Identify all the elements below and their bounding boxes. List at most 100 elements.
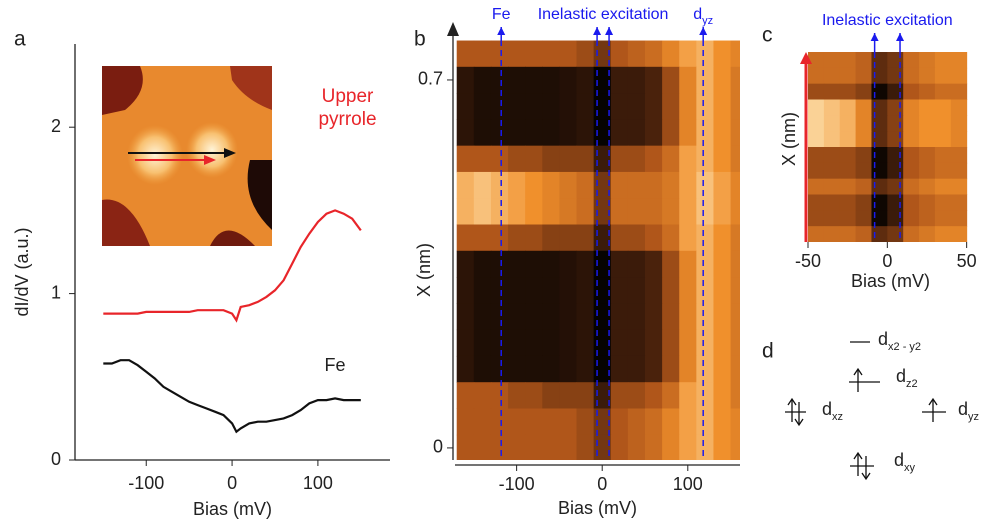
- heat-cell: [490, 93, 509, 120]
- heat-cell: [508, 408, 526, 436]
- heat-cell: [696, 329, 714, 357]
- heat-cell: [934, 99, 952, 116]
- heat-cell: [508, 145, 526, 173]
- heat-cell: [627, 40, 646, 68]
- heat-cell: [508, 224, 526, 252]
- heat-cell: [808, 226, 825, 242]
- heat-cell: [559, 277, 578, 304]
- x-tick-label: 0: [227, 473, 237, 493]
- level-label: d: [958, 399, 968, 419]
- panel-label: a: [14, 28, 26, 51]
- heat-cell: [871, 147, 888, 164]
- heat-cell: [823, 83, 841, 100]
- heat-cell: [525, 277, 543, 304]
- heat-cell: [525, 408, 543, 436]
- heat-cell: [887, 194, 904, 211]
- y-axis-arrow: [447, 22, 459, 36]
- heatmap: [808, 52, 968, 242]
- x-tick-label: 0: [882, 251, 892, 271]
- heat-cell: [593, 40, 612, 68]
- level-sub: z2: [906, 378, 918, 390]
- heat-cell: [950, 131, 968, 148]
- heat-cell: [576, 434, 595, 460]
- y-axis-arrow: [800, 52, 812, 64]
- heat-cell: [696, 303, 714, 331]
- heat-cell: [919, 178, 936, 195]
- heat-cell: [871, 52, 888, 69]
- heat-cell: [508, 40, 526, 68]
- heat-cell: [950, 83, 968, 100]
- heat-cell: [903, 115, 920, 132]
- heat-cell: [645, 119, 663, 147]
- heat-cell: [713, 171, 732, 199]
- heat-cell: [508, 382, 526, 409]
- heat-cell: [473, 40, 492, 68]
- heat-cell: [919, 67, 936, 85]
- heat-cell: [473, 382, 492, 409]
- inset-image: [102, 66, 272, 246]
- heat-cell: [887, 52, 904, 69]
- heat-cell: [645, 93, 663, 120]
- heat-cell: [696, 382, 714, 409]
- heat-cell: [696, 224, 714, 252]
- heat-cell: [934, 83, 952, 100]
- heat-cell: [808, 99, 825, 116]
- heat-cell: [950, 147, 968, 164]
- heat-cell: [713, 303, 732, 331]
- heat-cell: [593, 434, 612, 460]
- level-sub: yz: [968, 411, 979, 423]
- heat-cell: [823, 147, 841, 164]
- level-label: d: [878, 329, 888, 349]
- heat-cell: [627, 66, 646, 94]
- heat-cell: [645, 382, 663, 409]
- heat-cell: [871, 131, 888, 148]
- heat-cell: [934, 194, 952, 211]
- heat-cell: [887, 226, 904, 242]
- heat-cell: [627, 382, 646, 409]
- heat-cell: [839, 131, 857, 148]
- series-label: Fe: [325, 355, 346, 375]
- heat-cell: [645, 66, 663, 94]
- heat-cell: [542, 119, 560, 147]
- heat-cell: [559, 66, 578, 94]
- heat-cell: [730, 93, 740, 120]
- heat-cell: [903, 226, 920, 242]
- heat-cell: [823, 194, 841, 211]
- heat-cell: [950, 162, 968, 180]
- marker-arrowhead: [593, 27, 602, 35]
- heat-cell: [887, 131, 904, 148]
- heat-cell: [679, 250, 697, 278]
- heat-cell: [525, 303, 543, 331]
- heat-cell: [593, 329, 612, 357]
- heat-cell: [593, 119, 612, 147]
- heat-cell: [610, 224, 629, 252]
- heat-cell: [610, 277, 629, 304]
- heat-cell: [542, 250, 560, 278]
- heat-cell: [679, 145, 697, 173]
- heat-cell: [713, 329, 732, 357]
- heat-cell: [730, 434, 740, 460]
- heat-cell: [627, 408, 646, 436]
- heat-cell: [950, 67, 968, 85]
- heat-cell: [696, 198, 714, 226]
- heat-cell: [839, 178, 857, 195]
- heat-cell: [662, 303, 680, 331]
- heat-cell: [696, 250, 714, 278]
- heat-cell: [627, 277, 646, 304]
- heat-cell: [542, 145, 560, 173]
- heat-cell: [627, 250, 646, 278]
- heat-cell: [823, 226, 841, 242]
- heat-cell: [696, 119, 714, 147]
- x-axis-label: Bias (mV): [851, 271, 930, 291]
- heat-cell: [696, 408, 714, 436]
- heat-cell: [593, 145, 612, 173]
- heat-cell: [627, 224, 646, 252]
- heat-cell: [645, 408, 663, 436]
- marker-arrowhead: [870, 33, 879, 41]
- heat-cell: [662, 198, 680, 226]
- heat-cell: [903, 67, 920, 85]
- heat-cell: [887, 83, 904, 100]
- heat-cell: [662, 224, 680, 252]
- heat-cell: [456, 355, 475, 383]
- heat-cell: [730, 66, 740, 94]
